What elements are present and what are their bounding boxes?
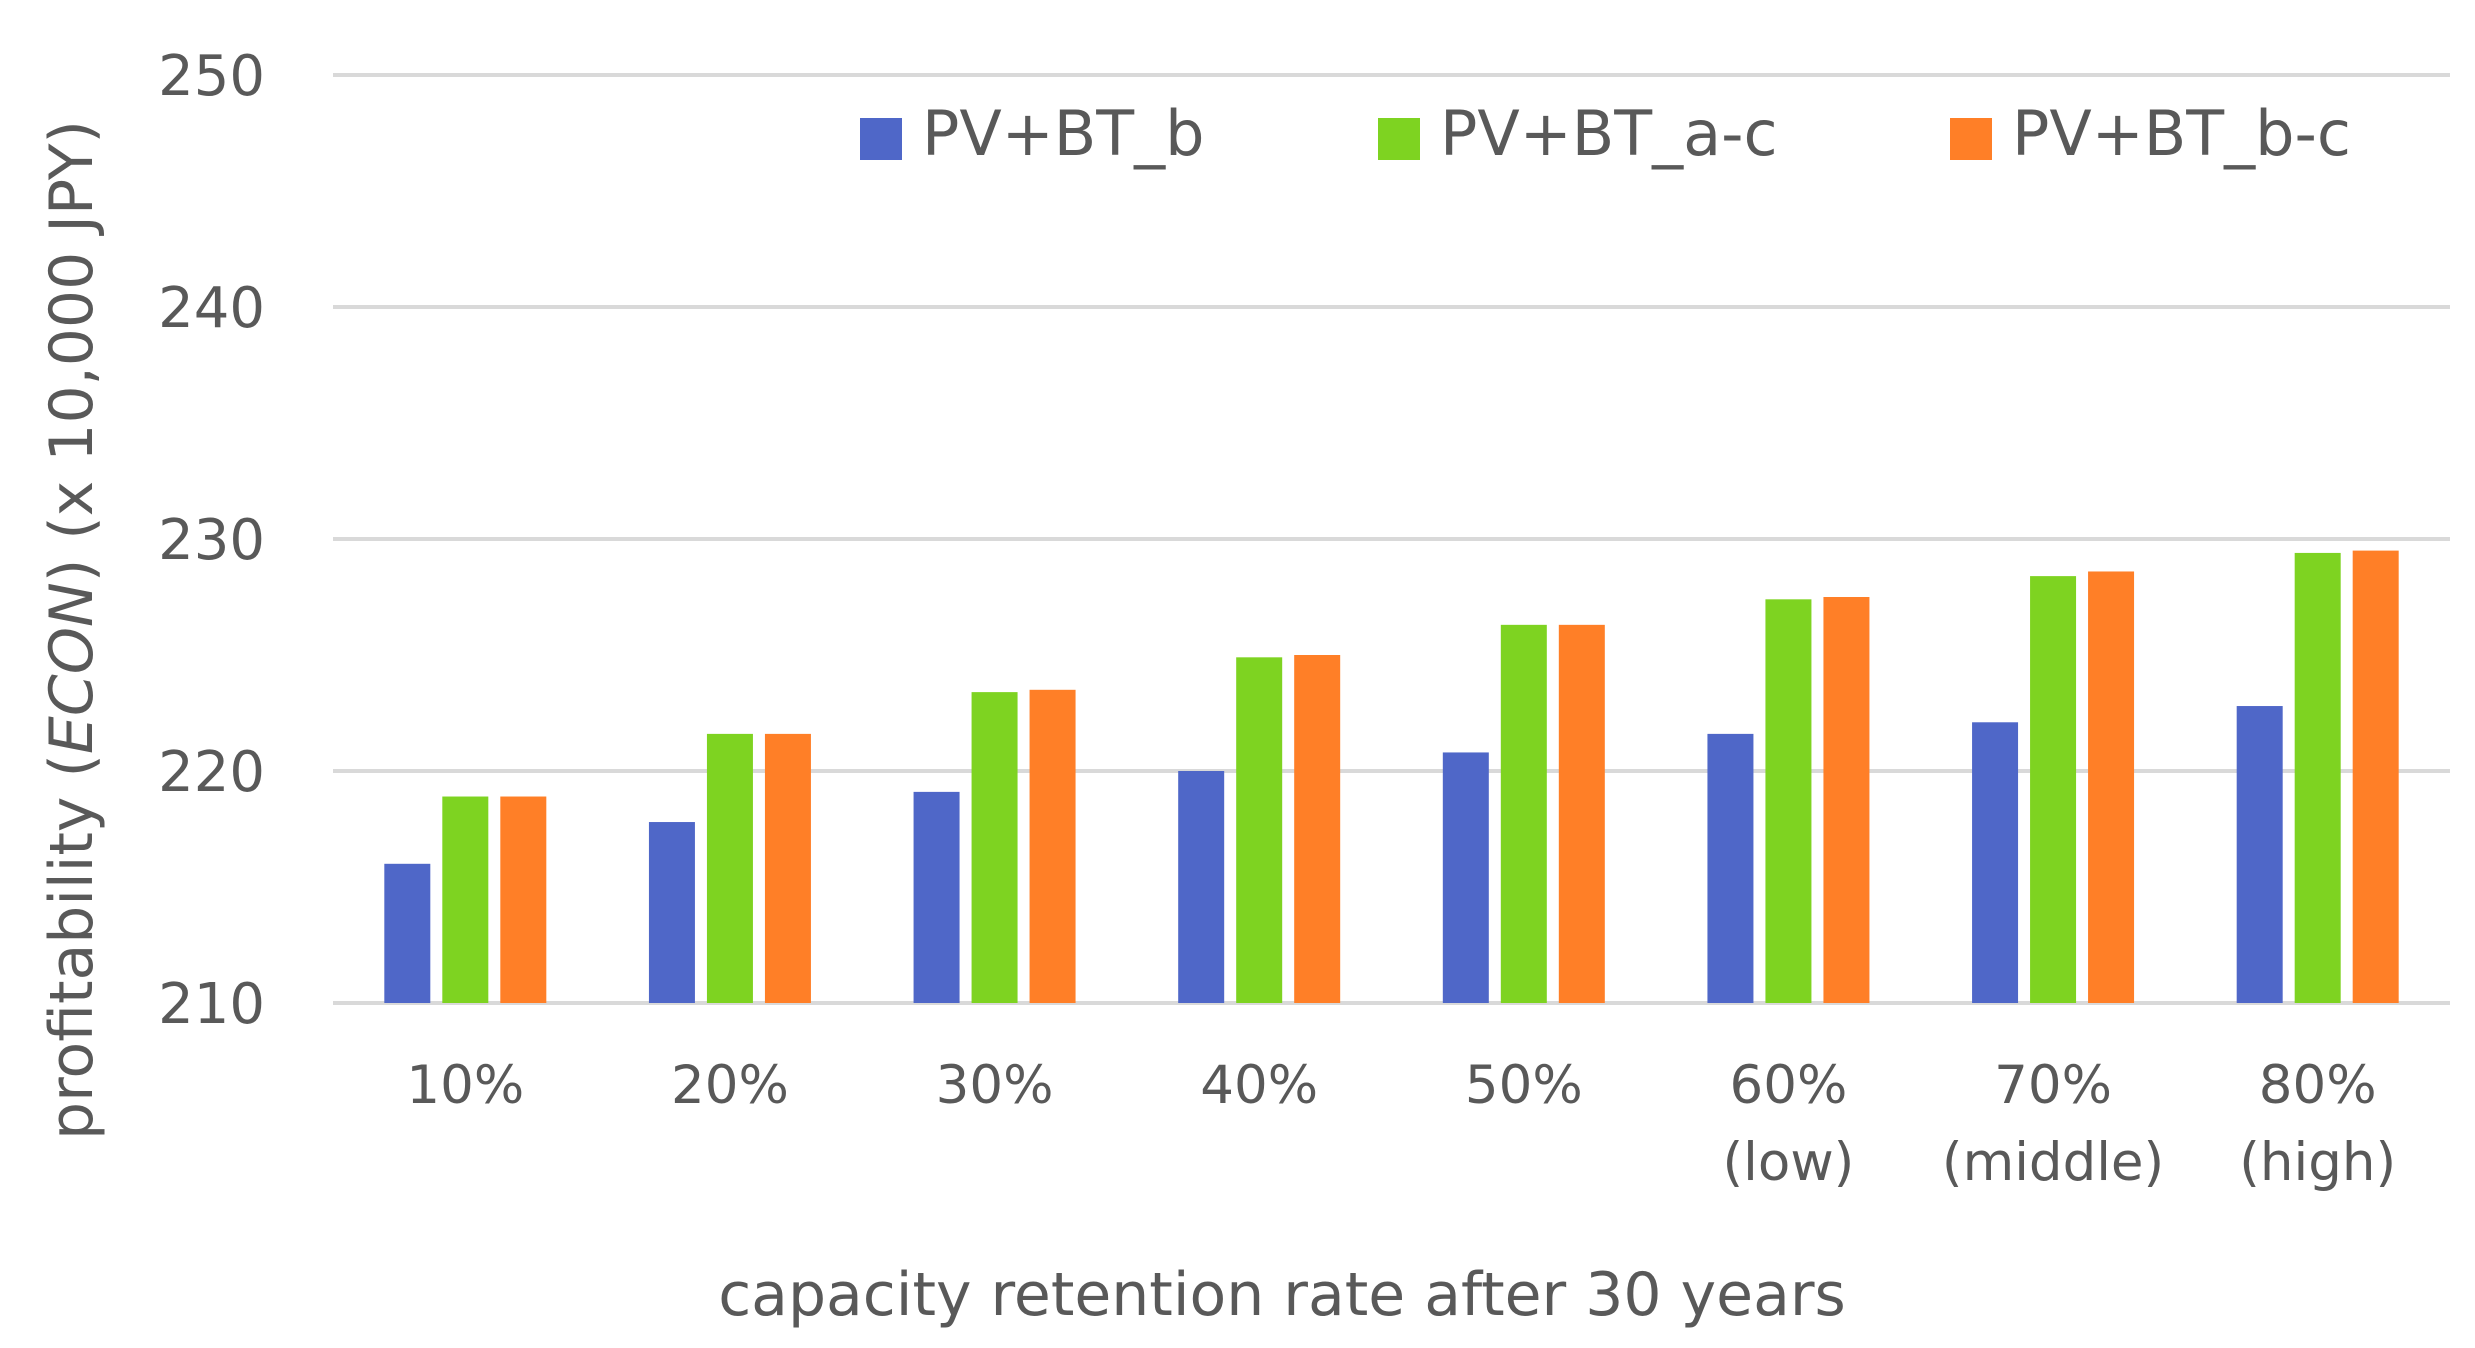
- y-tick-label: 240: [158, 276, 265, 341]
- bar-pv-bt-b-c: [2352, 550, 2399, 1003]
- x-category-label: 40%: [1200, 1055, 1318, 1116]
- x-category-label: 30%: [936, 1055, 1054, 1116]
- x-axis-title: capacity retention rate after 30 years: [718, 1260, 1846, 1330]
- y-axis-title: profitability (ECON) (x 10,000 JPY): [37, 120, 107, 1140]
- bar-pv-bt-a-c: [1500, 624, 1547, 1003]
- bar-pv-bt-a-c: [2294, 552, 2341, 1003]
- bar-pv-bt-a-c: [442, 796, 489, 1003]
- legend-label: PV+BT_b-c: [2012, 97, 2351, 170]
- x-category-label: 10%: [406, 1055, 524, 1116]
- y-tick-label: 250: [158, 44, 265, 109]
- legend-swatch: [1950, 118, 1992, 160]
- bar-pv-bt-b-c: [500, 796, 547, 1003]
- bars: [384, 550, 2399, 1003]
- legend-label: PV+BT_a-c: [1440, 97, 1778, 170]
- x-category-label: (middle): [1942, 1132, 2164, 1193]
- x-category-label: 70%: [1994, 1055, 2112, 1116]
- bar-pv-bt-b: [384, 863, 431, 1003]
- bar-pv-bt-b-c: [764, 733, 811, 1003]
- y-axis-ticks: 210 220 230 240 250: [158, 44, 265, 1037]
- bar-pv-bt-a-c: [971, 692, 1018, 1003]
- bar-pv-bt-b-c: [2088, 571, 2135, 1003]
- legend-swatch: [1378, 118, 1420, 160]
- bar-pv-bt-b: [913, 791, 960, 1003]
- x-category-label: 60%: [1730, 1055, 1848, 1116]
- x-axis-categories: 10% 20% 30% 40% 50% 60% (low) 70% (middle) 80% (hi…: [406, 1055, 2396, 1193]
- legend-label: PV+BT_b: [922, 97, 1205, 170]
- legend-swatch: [860, 118, 902, 160]
- bar-pv-bt-b-c: [1029, 689, 1076, 1003]
- bar-pv-bt-b: [1442, 752, 1489, 1003]
- bar-pv-bt-a-c: [1236, 657, 1283, 1003]
- y-axis-title-part-3: ) (x 10,000 JPY): [37, 120, 107, 582]
- bar-pv-bt-a-c: [1765, 599, 1812, 1003]
- bar-pv-bt-b-c: [1558, 624, 1605, 1003]
- legend: PV+BT_b PV+BT_a-c PV+BT_b-c: [860, 97, 2351, 170]
- x-category-label: 20%: [671, 1055, 789, 1116]
- bar-pv-bt-b: [648, 822, 695, 1003]
- bar-pv-bt-b: [2236, 706, 2283, 1003]
- bar-pv-bt-b: [1178, 771, 1225, 1003]
- y-tick-label: 220: [158, 740, 265, 805]
- y-axis-title-part-1: profitability (: [37, 754, 107, 1140]
- x-category-label: (high): [2239, 1132, 2396, 1193]
- bar-pv-bt-b: [1972, 722, 2019, 1003]
- bar-pv-bt-b-c: [1294, 655, 1341, 1003]
- y-axis-title-econ: ECON: [37, 582, 107, 754]
- y-tick-label: 230: [158, 508, 265, 573]
- x-category-label: 80%: [2259, 1055, 2377, 1116]
- bar-pv-bt-a-c: [2030, 576, 2077, 1003]
- x-category-label: (low): [1723, 1132, 1855, 1193]
- y-tick-label: 210: [158, 972, 265, 1037]
- bar-pv-bt-a-c: [706, 733, 753, 1003]
- bar-pv-bt-b-c: [1823, 597, 1870, 1003]
- x-category-label: 50%: [1465, 1055, 1583, 1116]
- bar-pv-bt-b: [1707, 733, 1754, 1003]
